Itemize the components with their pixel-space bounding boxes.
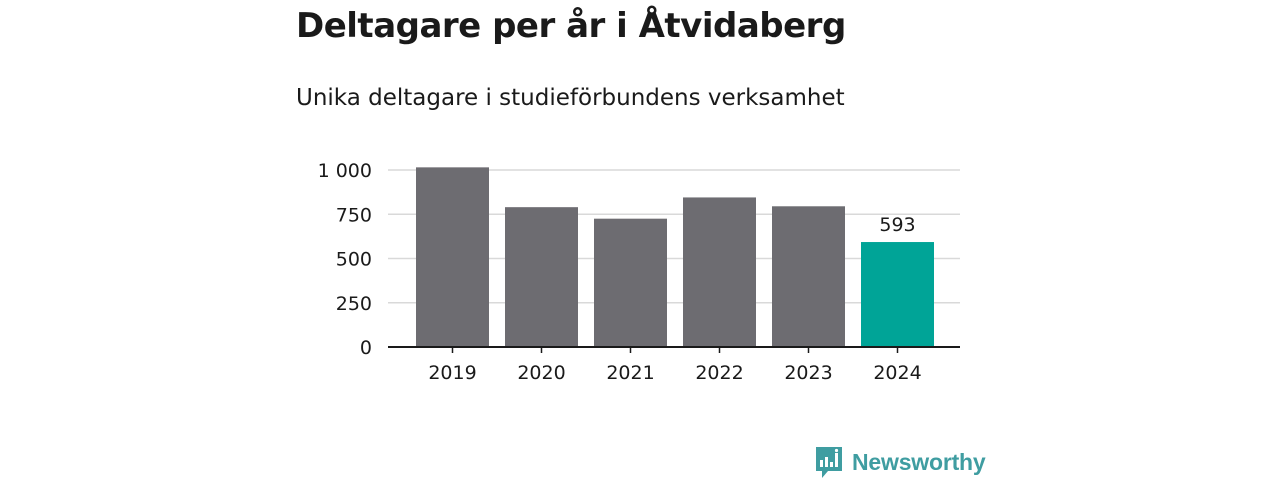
x-tick-label: 2023: [784, 362, 832, 384]
chart-title: Deltagare per år i Åtvidaberg: [296, 6, 846, 46]
bar-2022: [683, 197, 756, 347]
y-tick-label: 0: [360, 337, 372, 359]
y-tick-label: 250: [336, 293, 372, 315]
y-tick-label: 750: [336, 204, 372, 226]
x-tick-label: 2024: [873, 362, 921, 384]
bar-2023: [772, 206, 845, 347]
data-labels: 593: [879, 214, 915, 236]
chart-subtitle: Unika deltagare i studieförbundens verks…: [296, 85, 845, 111]
y-tick-label: 1 000: [318, 160, 372, 182]
bar-2024: [861, 242, 934, 347]
bar-2020: [505, 207, 578, 347]
y-axis-tick-labels: 0 250 500 750 1 000: [318, 160, 372, 359]
data-label: 593: [879, 214, 915, 236]
brand-logo: Newsworthy: [814, 444, 986, 480]
x-tick-label: 2022: [695, 362, 743, 384]
x-axis-tick-labels: 2019 2020 2021 2022 2023 2024: [428, 347, 922, 384]
newsworthy-logo-icon: [816, 447, 842, 478]
bars: [416, 167, 934, 347]
bar-2019: [416, 167, 489, 347]
y-tick-label: 500: [336, 249, 372, 271]
x-tick-label: 2019: [428, 362, 476, 384]
x-tick-label: 2021: [606, 362, 654, 384]
brand-name: Newsworthy: [852, 448, 986, 475]
x-tick-label: 2020: [517, 362, 565, 384]
bar-chart: 0 250 500 750 1 000 2019 2020 2021 2022 2023 2024…: [318, 160, 960, 384]
bar-2021: [594, 218, 667, 347]
